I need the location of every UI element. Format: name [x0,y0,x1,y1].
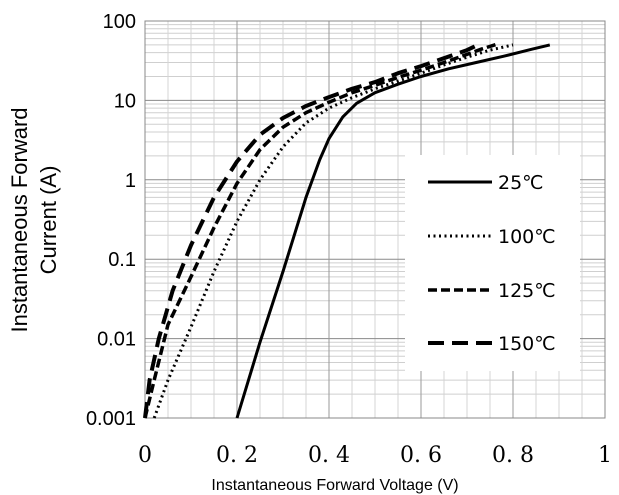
y-tick-label: 10 [114,90,136,112]
series-line-4 [143,41,482,419]
legend-label-1: 25℃ [498,172,544,194]
legend-label-4: 150℃ [498,333,556,355]
plot-area-frame [144,20,606,419]
series-line-1 [235,43,551,419]
x-tick-label: 0. 6 [400,443,442,468]
legend: 25℃ 100℃ 125℃ 150℃ [405,155,580,371]
legend-box [405,155,580,371]
x-tick-label: 0 [138,443,152,468]
y-axis-title-line1: Instantaneous Forward [7,107,32,332]
x-tick-label: 0. 2 [216,443,258,468]
x-tick-labels: 0 0. 2 0. 4 0. 6 0. 8 1 [138,443,612,468]
y-tick-label: 0.1 [108,249,136,271]
y-tick-label: 100 [103,11,136,33]
legend-label-2: 100℃ [498,226,556,248]
x-tick-label: 0. 4 [308,443,350,468]
series-line-3 [143,41,500,419]
y-axis-title-line2: Current (A) [36,166,61,275]
y-tick-labels: 100 10 1 0.1 0.01 0.001 [86,11,136,430]
series-layer [143,41,551,419]
y-tick-label: 1 [125,170,136,192]
y-tick-label: 0.01 [97,329,136,351]
y-tick-label: 0.001 [86,408,136,430]
series-line-2 [152,43,514,419]
x-axis-title: Instantaneous Forward Voltage (V) [211,477,458,494]
x-tick-label: 1 [598,443,612,468]
x-tick-label: 0. 8 [492,443,534,468]
legend-label-3: 125℃ [498,280,556,302]
